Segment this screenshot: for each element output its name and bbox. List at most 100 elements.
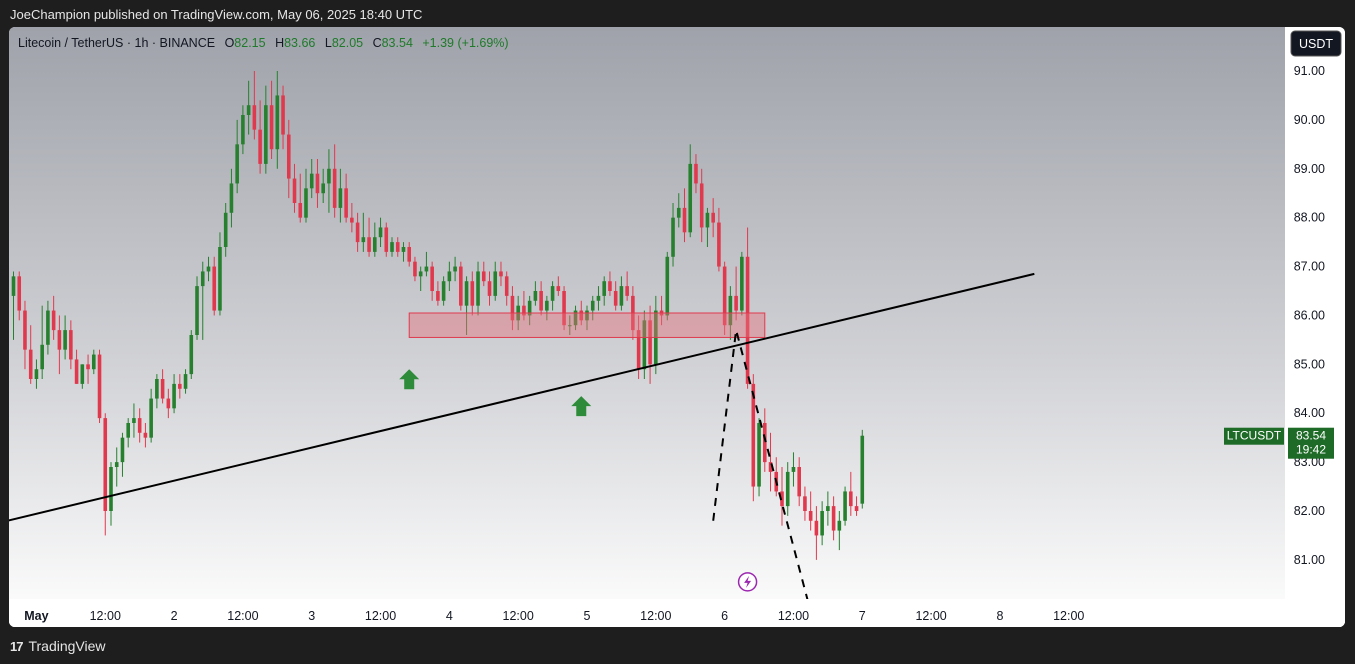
candle-body [86, 364, 90, 370]
candle-body [132, 418, 136, 423]
candle [166, 388, 171, 419]
candle-body [510, 295, 515, 321]
candle-body [590, 300, 595, 311]
candle-body [418, 271, 423, 277]
candle [367, 217, 371, 257]
candle-body [470, 281, 475, 306]
candle-body [780, 491, 784, 507]
legend-h-value: 83.66 [284, 36, 315, 50]
time-tick-label: 7 [859, 609, 866, 623]
candle [269, 80, 274, 159]
candle-body [200, 271, 205, 287]
candle-body [464, 281, 469, 306]
candle [860, 429, 865, 509]
candle-body [849, 491, 853, 507]
candle [264, 85, 268, 174]
candle [315, 159, 320, 208]
candle-body [619, 286, 624, 306]
candles [11, 71, 865, 560]
candle [11, 271, 16, 340]
candle [585, 305, 589, 331]
time-tick-label: 12:00 [365, 609, 396, 623]
candle-body [625, 286, 629, 296]
candle-body [46, 310, 50, 345]
time-tick-label: 12:00 [227, 609, 258, 623]
currency-button[interactable]: USDT [1290, 30, 1342, 57]
candle-body [436, 291, 440, 301]
candle-body [367, 237, 371, 252]
candle-body [797, 467, 801, 497]
candle-body [223, 212, 228, 247]
event-bolt [744, 575, 752, 588]
candle-body [579, 310, 584, 321]
candle [671, 203, 675, 267]
candle [843, 486, 847, 526]
price-tick-label: 87.00 [1294, 260, 1325, 274]
candle [814, 506, 819, 560]
candle-body [481, 271, 486, 282]
candle [676, 193, 681, 228]
candle [292, 163, 297, 213]
price-chart[interactable]: 81.0082.0083.0084.0085.0086.0087.0088.00… [9, 27, 1345, 627]
legend-l-value: 82.05 [332, 36, 363, 50]
trendline [9, 272, 1035, 522]
up-arrow-icon [399, 369, 420, 390]
candle [797, 457, 801, 507]
candle [567, 315, 572, 335]
legend-symbol: Litecoin / TetherUS · 1h · BINANCE [18, 36, 215, 50]
candle [757, 418, 761, 497]
candle [826, 491, 830, 526]
candle-body [212, 266, 217, 311]
price-tick-label: 84.00 [1294, 406, 1325, 420]
candle [447, 261, 452, 291]
candle-body [826, 506, 830, 511]
candle-body [573, 310, 578, 326]
candle-body [728, 295, 733, 326]
candle [625, 271, 629, 301]
candle-body [183, 374, 188, 389]
candle [246, 80, 251, 135]
candle-body [355, 222, 360, 243]
candle [57, 315, 62, 375]
candle-body [149, 398, 153, 438]
candle-body [608, 281, 612, 291]
candle [63, 315, 67, 360]
candle-body [493, 271, 498, 296]
candle [481, 261, 486, 287]
candle [23, 300, 27, 370]
candle [143, 423, 148, 448]
candle [120, 432, 125, 477]
candle-body [533, 291, 538, 301]
candle [241, 105, 245, 155]
candle-body [292, 178, 297, 203]
time-axis: 3012:00May12:00212:00312:00412:00512:006… [24, 609, 1084, 623]
candle-body [768, 462, 773, 472]
lightning-event-icon [737, 572, 758, 592]
price-tick-label: 81.00 [1294, 553, 1325, 567]
candle [229, 168, 234, 228]
candle [717, 207, 721, 272]
candle [395, 237, 400, 257]
candle-body [527, 300, 532, 316]
chart-panel[interactable]: 81.00 82.00 83.00 84.00 85.00 86.00 87.00 88.00… [9, 27, 1345, 627]
candle-body [378, 227, 383, 238]
candle [338, 168, 343, 223]
candle [51, 295, 56, 340]
candle-body [269, 105, 274, 150]
candle-body [23, 310, 27, 350]
candle [522, 291, 526, 321]
candle-body [820, 511, 824, 536]
candle-body [676, 207, 681, 218]
candle [820, 501, 824, 546]
legend-l-label: L [325, 36, 332, 50]
candle [286, 119, 291, 199]
candle [734, 266, 738, 321]
candle [545, 295, 549, 321]
candle [126, 418, 130, 448]
candle-body [487, 281, 492, 296]
candle-body [309, 173, 314, 189]
candle-body [34, 369, 39, 379]
candle-body [206, 266, 211, 272]
candle-body [407, 247, 412, 262]
candle-body [241, 115, 245, 145]
